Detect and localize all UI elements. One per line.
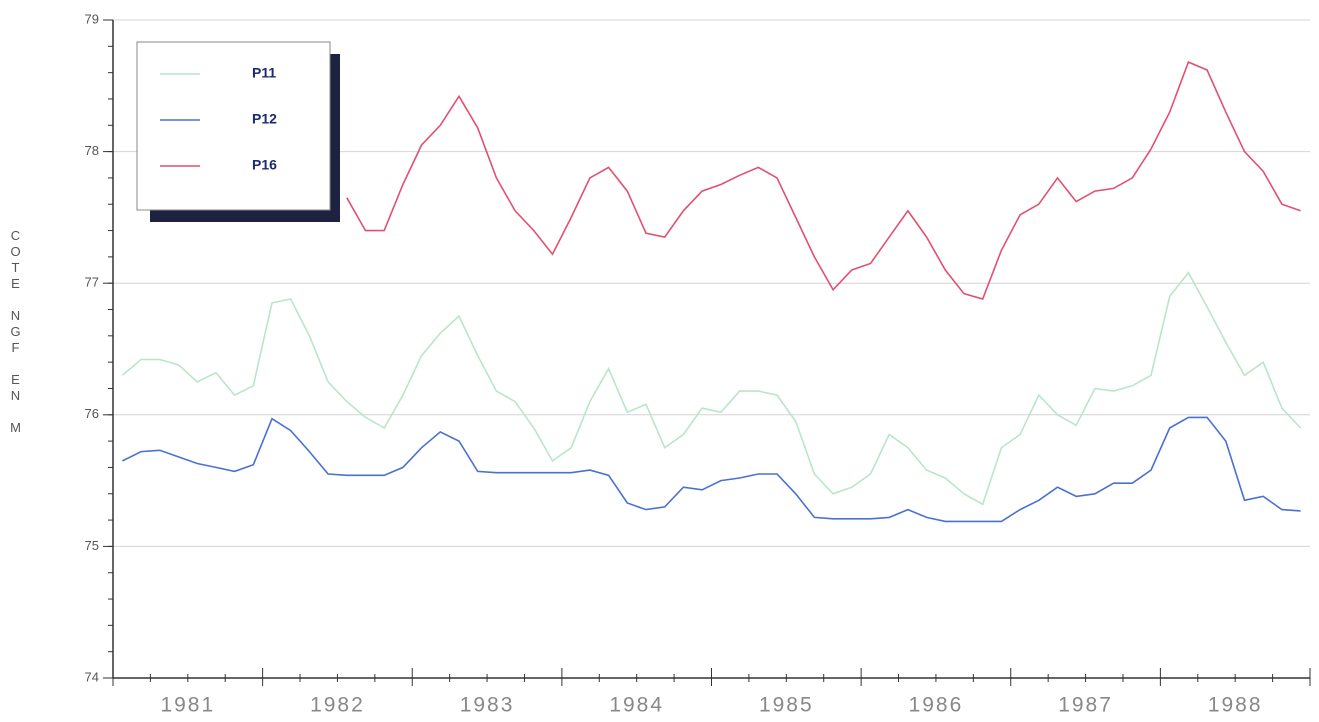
x-tick-label: 1984 (609, 694, 664, 717)
x-tick-label: 1982 (310, 694, 365, 717)
series-line (122, 416, 1301, 523)
x-tick-label: 1987 (1058, 694, 1113, 717)
legend-label: P12 (252, 111, 277, 127)
x-tick-label: 1988 (1208, 694, 1263, 717)
x-tick-label: 1985 (759, 694, 814, 717)
y-tick-label: 74 (85, 669, 99, 684)
y-tick-label: 77 (85, 275, 99, 290)
x-tick-label: 1983 (460, 694, 515, 717)
y-tick-label: 79 (85, 11, 99, 26)
y-tick-label: 78 (85, 143, 99, 158)
y-tick-label: 75 (85, 538, 99, 553)
legend-label: P11 (252, 65, 276, 81)
legend-label: P16 (252, 157, 277, 173)
series-line (346, 61, 1301, 300)
y-axis-label: COTE NGF EN M (8, 228, 23, 436)
y-tick-label: 76 (85, 406, 99, 421)
legend-box (136, 41, 331, 211)
x-tick-label: 1981 (160, 694, 215, 717)
x-tick-label: 1986 (909, 694, 964, 717)
series-line (121, 271, 1302, 506)
